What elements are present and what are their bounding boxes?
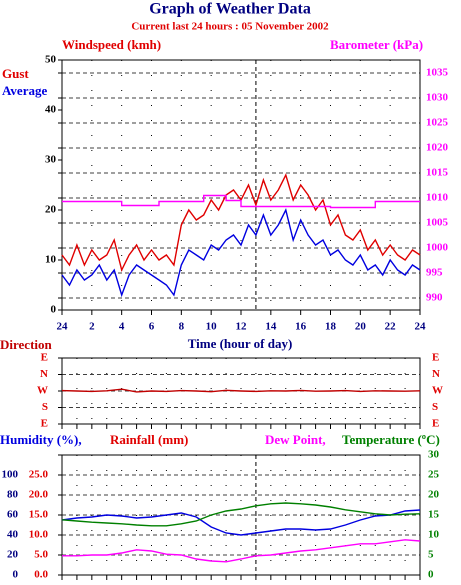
y-tick-label: 0 [51,304,57,316]
y-tick-label: 60 [7,509,19,521]
x-tick-label: 18 [325,321,337,333]
y2-tick-label: 20.0 [29,489,49,501]
series-line [61,207,421,298]
y2-tick-label: 1020 [426,142,449,154]
y-tick-label-right: E [432,418,439,430]
y3-tick-label: 25 [428,469,440,481]
y-tick-label: S [42,401,48,413]
series-line [62,539,421,563]
y2-tick-label: 1005 [426,217,449,229]
y3-tick-label: 20 [428,489,440,501]
y-tick-label-right: E [432,352,439,364]
series-label: Temperature (ºC) [342,432,440,447]
y-tick-label-right: S [432,401,438,413]
x-tick-label: 22 [385,321,397,333]
y-tick-label: W [37,385,48,397]
series-line [62,194,420,209]
subtitle: Current last 24 hours : 05 November 2002 [131,21,329,33]
y-tick-label: 40 [45,104,57,116]
x-tick-label: 24 [415,321,427,333]
series-label: Barometer (kPa) [330,37,423,52]
y2-tick-label: 1010 [426,192,449,204]
x-axis-label: Time (hour of day) [188,336,293,351]
x-tick-label: 14 [265,321,277,333]
y3-tick-label: 5 [428,549,434,561]
title: Graph of Weather Data [149,1,311,18]
series-line [61,502,421,527]
y-tick-label: 100 [2,469,19,481]
series-line [61,509,421,536]
y2-tick-label: 995 [426,267,443,279]
y2-tick-label: 15.0 [29,509,49,521]
y-tick-label-right: N [432,368,440,380]
x-tick-label: 6 [149,321,155,333]
y-tick-label: 80 [7,489,19,501]
x-tick-label: 10 [206,321,218,333]
series-label: Average [2,83,47,98]
y2-tick-label: 25.0 [29,469,49,481]
series-label: Dew Point, [265,432,326,447]
x-tick-label: 4 [119,321,125,333]
y3-tick-label: 30 [428,449,440,461]
series-label: Direction [0,337,53,352]
y2-tick-label: 10.0 [29,529,49,541]
x-tick-label: 16 [295,321,307,333]
y2-tick-label: 1025 [426,117,449,129]
y2-tick-label: 990 [426,292,443,304]
x-tick-label: 20 [355,321,367,333]
plot-frame [61,59,421,311]
y-tick-label: N [40,368,48,380]
y-tick-label: 50 [45,54,57,66]
y-tick-label: 20 [45,204,57,216]
y-axis-label: Windspeed (kmh) [62,37,161,52]
y3-tick-label: 0 [428,569,434,581]
y2-tick-label: 0.0 [34,569,48,581]
y3-tick-label: 15 [428,509,440,521]
x-tick-label: 24 [57,321,69,333]
y2-tick-label: 1000 [426,242,449,254]
y-tick-label: 10 [45,254,57,266]
x-tick-label: 2 [89,321,95,333]
y2-axis-label: Rainfall (mm) [110,432,188,447]
y2-tick-label: 1035 [426,67,449,79]
y2-tick-label: 5.0 [34,549,48,561]
y2-tick-label: 1030 [426,92,449,104]
y-tick-label: 30 [45,154,57,166]
y-tick-label-right: W [432,385,443,397]
series-label: Humidity (%), [0,432,82,447]
y-tick-label: 20 [7,549,19,561]
x-tick-label: 12 [236,321,248,333]
series-line [61,388,421,393]
y-tick-label: E [41,352,48,364]
y2-tick-label: 1015 [426,167,449,179]
y-tick-label: 0 [13,569,19,581]
series-label: Gust [2,66,29,81]
y-tick-label: E [41,418,48,430]
y3-tick-label: 10 [428,529,440,541]
x-tick-label: 8 [179,321,185,333]
y-tick-label: 40 [7,529,19,541]
